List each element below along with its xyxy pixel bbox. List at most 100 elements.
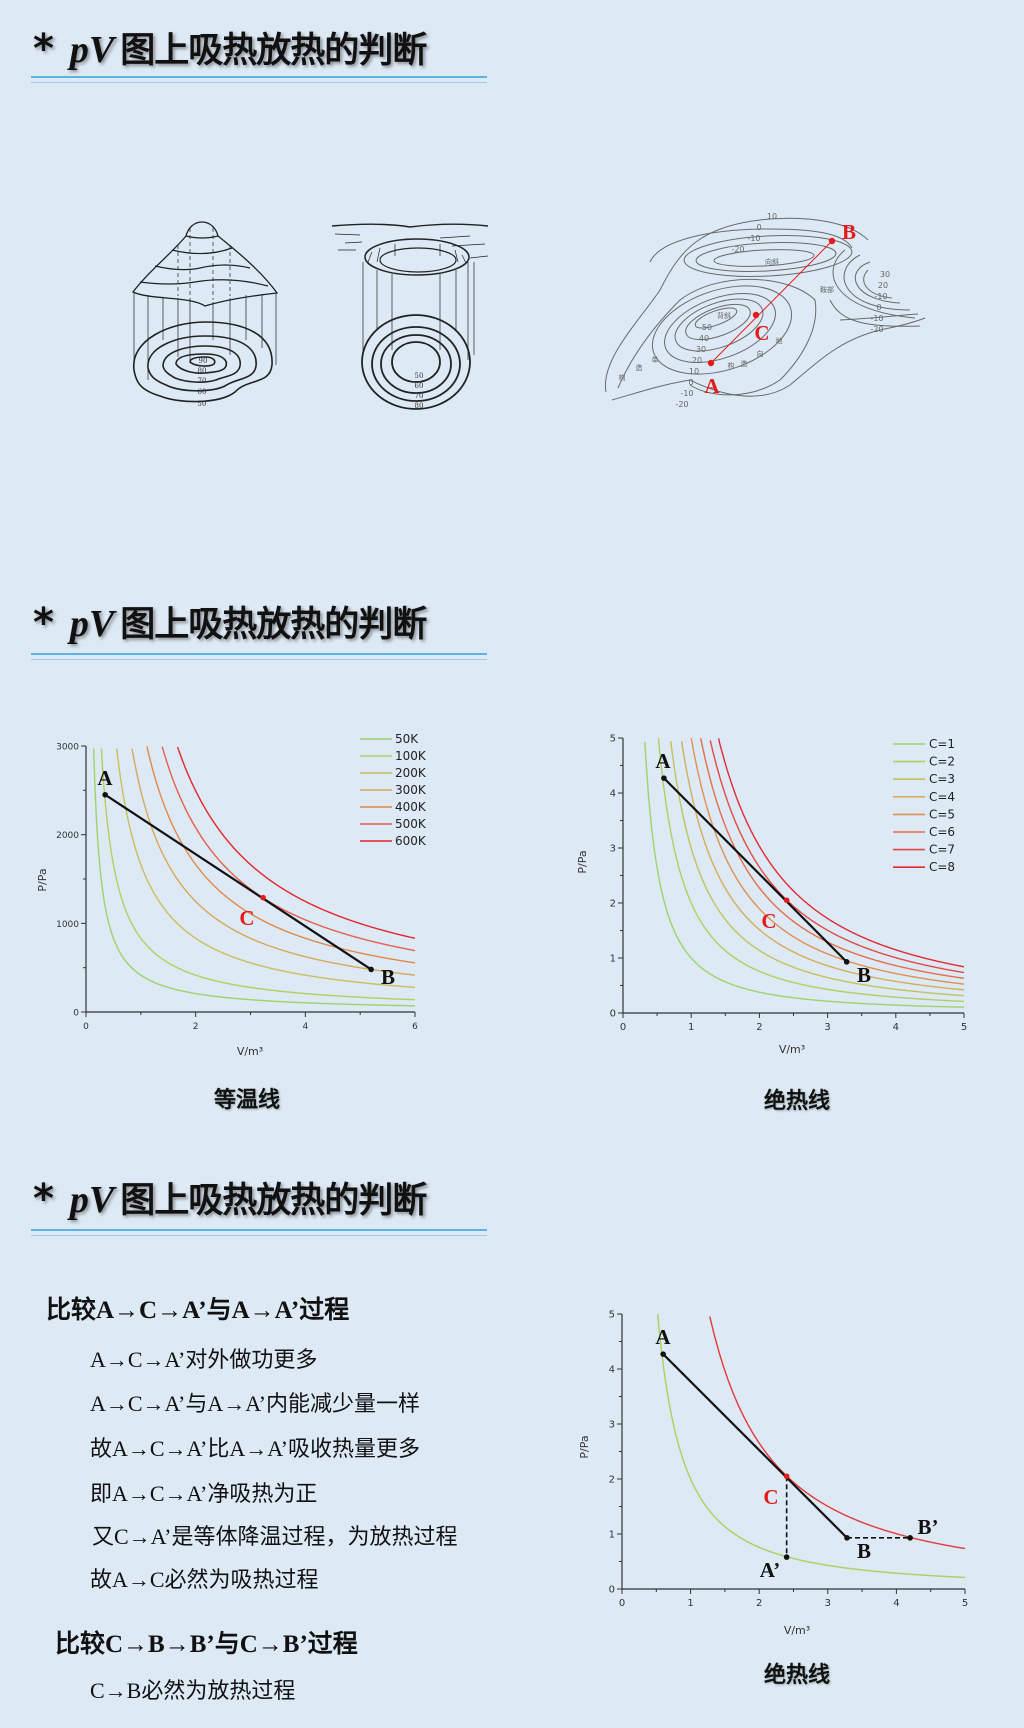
slide-title: * pV 图上吸热放热的判断	[33, 1172, 427, 1222]
state-point-A	[660, 1351, 666, 1357]
map-label: 10	[767, 212, 777, 221]
map-line-a-b	[710, 240, 833, 364]
map-label-b: B	[842, 220, 856, 244]
x-tick-label: 2	[756, 1598, 762, 1609]
title-underline	[31, 653, 487, 660]
topographic-map	[604, 217, 926, 401]
state-point-B	[368, 966, 374, 973]
title-pv: pV	[69, 603, 115, 645]
map-label: 造	[741, 359, 748, 368]
legend-label: C=7	[929, 843, 955, 857]
slide-title: * pV 图上吸热放热的判断	[33, 22, 427, 72]
hill-label: 90	[199, 357, 208, 365]
series-curve-C=6	[700, 738, 965, 979]
comparison-heading-2: 比较C→B→B’与C→B’过程	[55, 1631, 358, 1658]
y-tick-label: 0	[609, 1585, 615, 1596]
title-text: 图上吸热放热的判断	[120, 605, 427, 645]
series-curve-C=5	[690, 737, 965, 985]
legend-label: 100K	[395, 749, 427, 763]
map-label: 0	[876, 303, 881, 312]
crater-label: 70	[415, 392, 424, 400]
map-label: 40	[699, 334, 709, 343]
map-label: 鞍部	[820, 285, 834, 294]
state-point-C	[260, 894, 266, 901]
hill-contour-figure: 90 80 70 60 50	[132, 221, 279, 408]
title-text: 图上吸热放热的判断	[120, 1181, 427, 1221]
legend-label: C=5	[929, 807, 955, 821]
state-label-A: A	[655, 1325, 671, 1349]
map-point-c	[752, 311, 760, 319]
y-tick-label: 0	[73, 1009, 79, 1019]
legend-label: C=6	[929, 825, 955, 839]
map-label: 构	[619, 373, 626, 382]
series-curve-100K	[100, 748, 415, 1001]
map-label: 50	[702, 323, 712, 332]
x-tick-label: 0	[619, 1598, 625, 1609]
y-tick-label: 3	[610, 844, 616, 855]
map-label: -20	[731, 245, 744, 254]
topographic-map-labels: 10 0 -10 -20 向斜 背斜 鞍部 30 20 -10 0 -10 -2…	[619, 212, 891, 409]
map-label: 造	[636, 363, 643, 372]
x-tick-label: 4	[893, 1022, 899, 1033]
y-tick-label: 5	[609, 1310, 615, 1321]
crater-label: 80	[415, 402, 424, 410]
series-curve-C=4	[681, 741, 965, 991]
y-tick-label: 4	[609, 1365, 615, 1376]
crater-contour-figure: 50 60 70 80	[331, 223, 489, 410]
series-curve-1	[709, 1316, 966, 1550]
state-label-C: C	[763, 1485, 778, 1509]
title-pv: pV	[69, 1179, 115, 1221]
state-point-A’	[783, 1554, 790, 1560]
legend-label: 500K	[395, 817, 427, 831]
series-curve-400K	[146, 746, 416, 964]
adiabatic-bottom-caption: 绝热线	[763, 1663, 831, 1688]
title-star: *	[33, 600, 54, 646]
legend-label: C=3	[929, 772, 955, 786]
comparison-line: 故A→C必然为吸热过程	[90, 1567, 319, 1592]
x-axis-label: V/m³	[779, 1043, 805, 1056]
state-point-A	[102, 791, 108, 798]
map-label-a: A	[704, 374, 720, 398]
adiabatic-chart: 0 1 2 3 4 5 0 1 2 3 4 5 V/m³ P/Pa C=1 C=2 C=3 C=4 C=5 C=6 C=…	[576, 734, 967, 1057]
state-label-C: C	[239, 906, 254, 930]
series-curve-200K	[116, 748, 415, 989]
hill-label: 50	[198, 400, 207, 408]
x-tick-label: 1	[687, 1598, 693, 1609]
map-label: -10	[680, 389, 693, 398]
series-curve-C=8	[717, 738, 965, 968]
series-curve-C=7	[709, 740, 965, 974]
legend-label: 400K	[395, 800, 427, 814]
state-point-B	[843, 959, 850, 965]
hill-label: 60	[198, 388, 207, 396]
map-label: 30	[696, 345, 706, 354]
state-label-A’: A’	[760, 1558, 781, 1582]
map-label: 向	[757, 349, 764, 358]
y-tick-label: 0	[610, 1009, 616, 1020]
legend-label: C=8	[929, 860, 955, 874]
y-tick-label: 3000	[56, 743, 79, 753]
state-label-B: B	[381, 965, 395, 989]
map-label: -10	[747, 234, 760, 243]
state-label-C: C	[761, 909, 776, 933]
map-point-b	[828, 237, 836, 245]
map-label: 背斜	[717, 311, 731, 320]
map-label: -20	[675, 400, 688, 409]
y-tick-label: 1000	[56, 920, 79, 930]
series-curve-0	[657, 1314, 965, 1579]
state-point-C	[783, 897, 790, 904]
comparison-line: 故A→C→A’比A→A’吸收热量更多	[90, 1436, 421, 1461]
x-tick-label: 5	[961, 1022, 967, 1033]
series-curve-C=3	[670, 741, 965, 997]
legend-label: C=1	[929, 737, 955, 751]
x-tick-label: 0	[83, 1022, 89, 1032]
adiabatic-caption: 绝热线	[763, 1089, 831, 1114]
title-text: 图上吸热放热的判断	[120, 31, 427, 71]
x-tick-label: 2	[756, 1022, 762, 1033]
series-curve-50K	[93, 748, 416, 1007]
series-curve-300K	[131, 748, 415, 976]
x-tick-label: 1	[688, 1022, 694, 1033]
y-tick-label: 3	[609, 1420, 615, 1431]
y-tick-label: 2	[609, 1475, 615, 1486]
x-tick-label: 2	[193, 1022, 199, 1032]
comparison-line: 又C→A’是等体降温过程，为放热过程	[92, 1524, 458, 1549]
